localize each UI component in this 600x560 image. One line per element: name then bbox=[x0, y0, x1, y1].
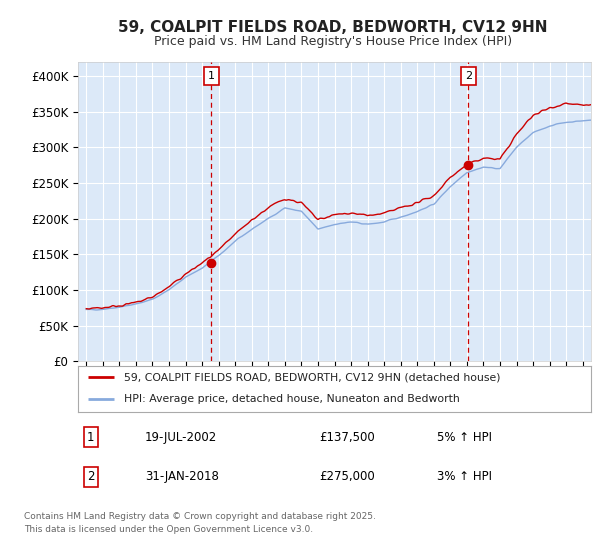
Text: 19-JUL-2002: 19-JUL-2002 bbox=[145, 431, 217, 444]
Text: 59, COALPIT FIELDS ROAD, BEDWORTH, CV12 9HN (detached house): 59, COALPIT FIELDS ROAD, BEDWORTH, CV12 … bbox=[124, 372, 500, 382]
Text: Contains HM Land Registry data © Crown copyright and database right 2025.: Contains HM Land Registry data © Crown c… bbox=[24, 512, 376, 521]
Text: Price paid vs. HM Land Registry's House Price Index (HPI): Price paid vs. HM Land Registry's House … bbox=[154, 35, 512, 48]
Text: 31-JAN-2018: 31-JAN-2018 bbox=[145, 470, 218, 483]
Text: 5% ↑ HPI: 5% ↑ HPI bbox=[437, 431, 492, 444]
Text: 59, COALPIT FIELDS ROAD, BEDWORTH, CV12 9HN: 59, COALPIT FIELDS ROAD, BEDWORTH, CV12 … bbox=[118, 20, 548, 35]
Text: 2: 2 bbox=[87, 470, 95, 483]
Text: 1: 1 bbox=[87, 431, 95, 444]
Text: HPI: Average price, detached house, Nuneaton and Bedworth: HPI: Average price, detached house, Nune… bbox=[124, 394, 460, 404]
Text: 3% ↑ HPI: 3% ↑ HPI bbox=[437, 470, 492, 483]
Text: £275,000: £275,000 bbox=[319, 470, 375, 483]
Text: 1: 1 bbox=[208, 71, 215, 81]
Text: 2: 2 bbox=[464, 71, 472, 81]
Text: This data is licensed under the Open Government Licence v3.0.: This data is licensed under the Open Gov… bbox=[24, 525, 313, 534]
Text: £137,500: £137,500 bbox=[319, 431, 375, 444]
